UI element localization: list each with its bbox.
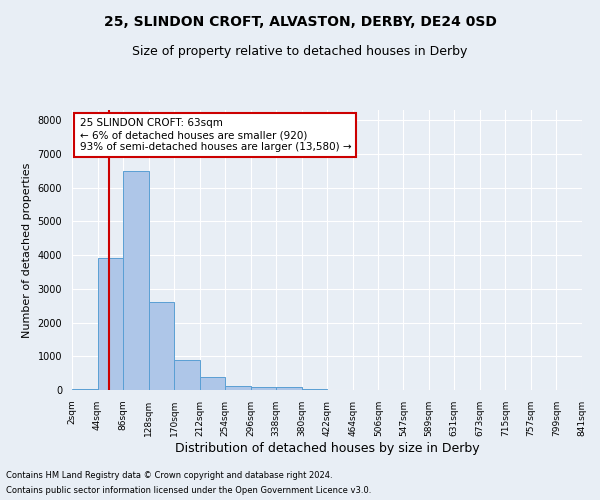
Bar bbox=[225, 386, 251, 390]
Text: 25, SLINDON CROFT, ALVASTON, DERBY, DE24 0SD: 25, SLINDON CROFT, ALVASTON, DERBY, DE24… bbox=[104, 15, 496, 29]
Bar bbox=[276, 388, 302, 390]
Bar bbox=[174, 360, 200, 390]
Bar bbox=[251, 386, 276, 390]
Text: 25 SLINDON CROFT: 63sqm
← 6% of detached houses are smaller (920)
93% of semi-de: 25 SLINDON CROFT: 63sqm ← 6% of detached… bbox=[80, 118, 351, 152]
X-axis label: Distribution of detached houses by size in Derby: Distribution of detached houses by size … bbox=[175, 442, 479, 454]
Bar bbox=[149, 302, 174, 390]
Y-axis label: Number of detached properties: Number of detached properties bbox=[22, 162, 32, 338]
Text: Contains HM Land Registry data © Crown copyright and database right 2024.: Contains HM Land Registry data © Crown c… bbox=[6, 471, 332, 480]
Text: Contains public sector information licensed under the Open Government Licence v3: Contains public sector information licen… bbox=[6, 486, 371, 495]
Bar bbox=[302, 388, 328, 390]
Bar bbox=[123, 170, 149, 390]
Text: Size of property relative to detached houses in Derby: Size of property relative to detached ho… bbox=[133, 45, 467, 58]
Bar bbox=[72, 389, 98, 390]
Bar bbox=[200, 377, 225, 390]
Bar bbox=[98, 258, 123, 390]
